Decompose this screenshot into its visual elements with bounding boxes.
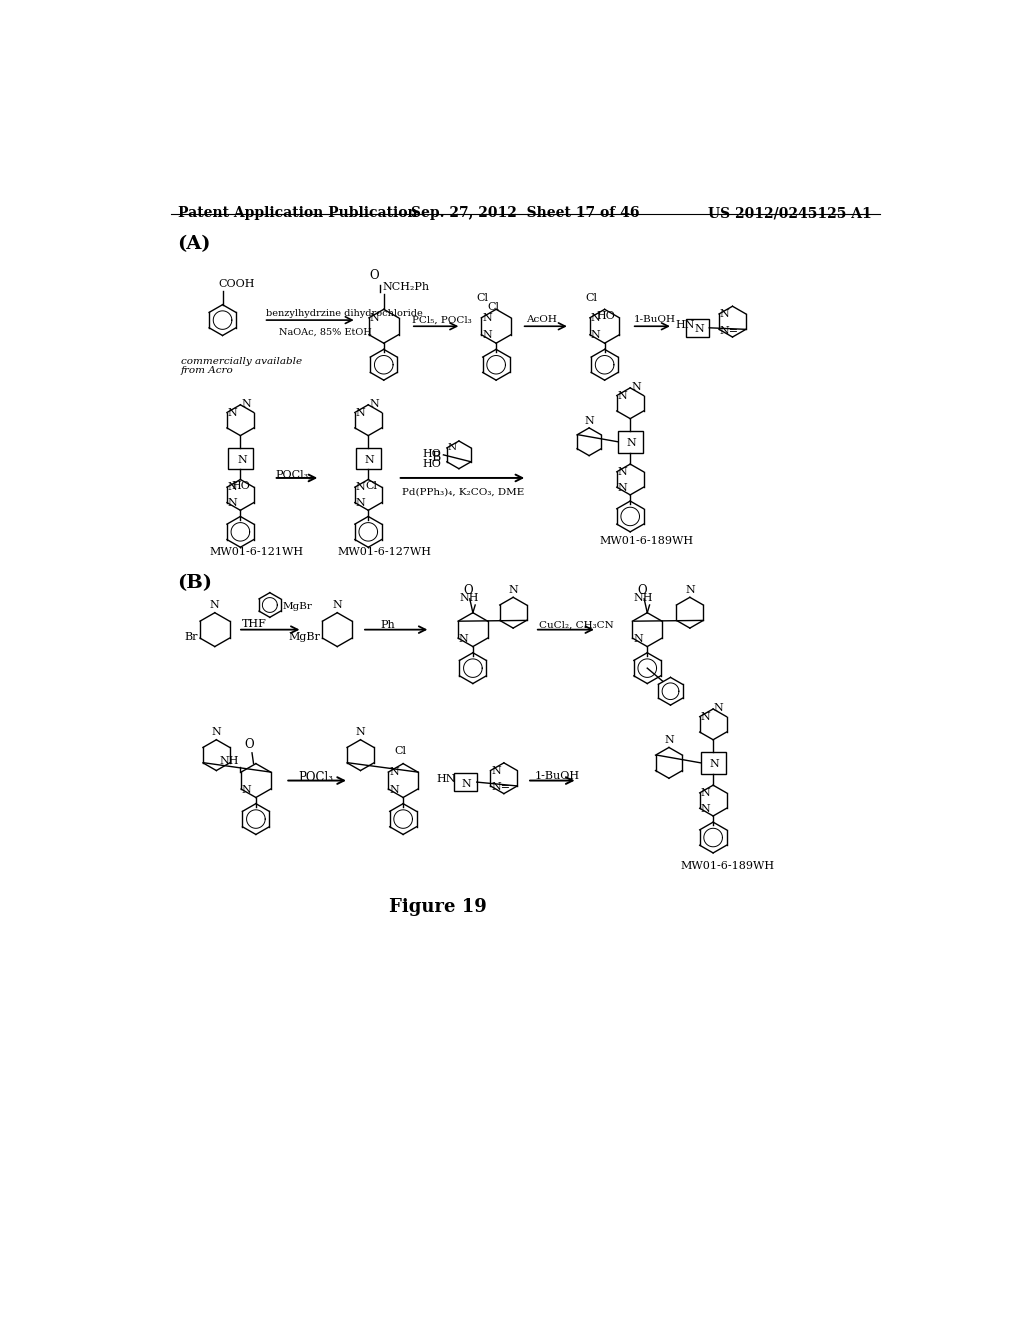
Text: POCl₃: POCl₃ (299, 771, 334, 784)
Text: Br: Br (184, 632, 198, 643)
Text: HO: HO (423, 459, 441, 469)
Text: Cl: Cl (476, 293, 488, 304)
Text: NH: NH (459, 594, 479, 603)
Text: MgBr: MgBr (289, 632, 321, 643)
Text: N: N (700, 788, 711, 797)
Text: N: N (370, 313, 380, 323)
Bar (686, 318, 710, 337)
Text: MgBr: MgBr (283, 602, 313, 611)
Text: N: N (714, 704, 724, 713)
Text: N: N (333, 601, 342, 610)
Text: AcOH: AcOH (525, 315, 556, 325)
Bar (700, 752, 726, 774)
Text: N: N (462, 779, 471, 788)
Bar (454, 774, 477, 792)
Text: NCH₂Ph: NCH₂Ph (382, 282, 429, 293)
Text: N: N (700, 804, 711, 814)
Text: N: N (227, 408, 238, 418)
Text: N: N (237, 455, 247, 465)
Text: Sep. 27, 2012  Sheet 17 of 46: Sep. 27, 2012 Sheet 17 of 46 (411, 206, 639, 220)
Text: N: N (633, 634, 643, 644)
Text: commercially available: commercially available (180, 358, 302, 366)
Text: N: N (447, 444, 457, 453)
Text: HO: HO (597, 312, 615, 321)
Bar (617, 432, 643, 453)
Text: O: O (245, 738, 255, 751)
Text: Cl: Cl (487, 302, 500, 312)
Bar (228, 447, 253, 470)
Text: COOH: COOH (219, 280, 255, 289)
Text: Patent Application Publication: Patent Application Publication (178, 206, 418, 220)
Text: Cl: Cl (366, 480, 378, 491)
Text: N=: N= (720, 326, 739, 335)
Text: Figure 19: Figure 19 (389, 898, 486, 916)
Text: 1-BuOH: 1-BuOH (633, 315, 675, 325)
Text: N: N (355, 499, 366, 508)
Text: N: N (685, 585, 694, 595)
Text: POCl₃,: POCl₃, (275, 470, 312, 479)
Bar (356, 447, 381, 470)
Text: N: N (210, 601, 220, 610)
Text: N: N (482, 330, 492, 339)
Text: N: N (665, 735, 674, 744)
Text: O: O (464, 583, 473, 597)
Text: N: N (227, 482, 238, 492)
Text: N: N (617, 467, 628, 477)
Text: O: O (370, 269, 379, 282)
Text: N: N (365, 455, 375, 465)
Text: (A): (A) (177, 235, 210, 253)
Text: N: N (369, 399, 379, 409)
Text: CuCl₂, CH₃CN: CuCl₂, CH₃CN (539, 620, 613, 630)
Text: MW01-6-189WH: MW01-6-189WH (599, 536, 693, 545)
Text: N: N (389, 785, 399, 795)
Text: N: N (241, 399, 251, 409)
Text: N: N (355, 408, 366, 418)
Text: N: N (617, 483, 628, 492)
Text: NaOAc, 85% EtOH: NaOAc, 85% EtOH (280, 327, 372, 337)
Text: NH: NH (634, 594, 653, 603)
Text: Cl: Cl (395, 746, 407, 756)
Text: THF: THF (242, 619, 267, 628)
Text: N: N (700, 713, 711, 722)
Text: 1-BuOH: 1-BuOH (535, 771, 580, 781)
Text: N: N (242, 785, 252, 795)
Text: US 2012/0245125 A1: US 2012/0245125 A1 (709, 206, 872, 220)
Text: N: N (627, 438, 637, 449)
Text: N: N (585, 416, 594, 425)
Text: Ph: Ph (380, 620, 395, 631)
Text: N: N (710, 759, 720, 770)
Text: HO: HO (423, 449, 441, 458)
Text: N: N (492, 766, 501, 776)
Text: N: N (591, 313, 600, 323)
Text: Pd(PPh₃)₄, K₂CO₃, DME: Pd(PPh₃)₄, K₂CO₃, DME (401, 487, 524, 496)
Text: N: N (389, 767, 399, 777)
Text: N: N (591, 330, 600, 339)
Text: from Acro: from Acro (180, 367, 233, 375)
Text: N=: N= (492, 783, 510, 792)
Text: PCl₅, POCl₃: PCl₅, POCl₃ (413, 315, 472, 325)
Text: N: N (482, 313, 492, 323)
Text: N: N (212, 727, 221, 738)
Text: N: N (508, 585, 518, 595)
Text: N: N (355, 727, 366, 738)
Text: N: N (227, 499, 238, 508)
Text: MW01-6-189WH: MW01-6-189WH (681, 861, 775, 871)
Text: HN: HN (436, 775, 456, 784)
Text: N: N (694, 325, 705, 334)
Text: N: N (631, 381, 641, 392)
Text: HN: HN (675, 321, 694, 330)
Text: MW01-6-127WH: MW01-6-127WH (337, 548, 431, 557)
Text: MW01-6-121WH: MW01-6-121WH (209, 548, 303, 557)
Text: O: O (638, 583, 647, 597)
Text: HO: HO (231, 480, 250, 491)
Text: N: N (355, 482, 366, 492)
Text: Cl: Cl (585, 293, 597, 304)
Text: N: N (459, 634, 469, 644)
Text: benzylhydrzine dihydrochloride: benzylhydrzine dihydrochloride (266, 309, 423, 318)
Text: B: B (431, 451, 440, 465)
Text: NH: NH (219, 756, 239, 766)
Text: N: N (720, 309, 730, 319)
Text: (B): (B) (177, 574, 212, 593)
Text: N: N (617, 391, 628, 401)
